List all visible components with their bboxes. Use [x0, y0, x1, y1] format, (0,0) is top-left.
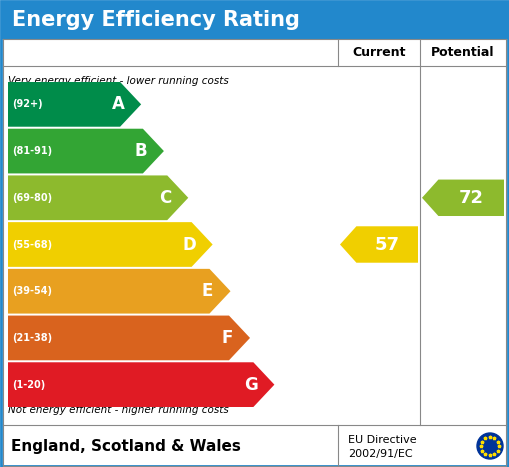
Text: EU Directive: EU Directive: [348, 435, 417, 445]
Text: Energy Efficiency Rating: Energy Efficiency Rating: [12, 10, 300, 30]
Text: A: A: [111, 95, 125, 113]
Polygon shape: [8, 129, 164, 173]
Text: B: B: [134, 142, 147, 160]
Text: 72: 72: [459, 189, 484, 207]
Text: Very energy efficient - lower running costs: Very energy efficient - lower running co…: [8, 76, 229, 86]
Text: 2002/91/EC: 2002/91/EC: [348, 449, 413, 460]
Polygon shape: [422, 180, 504, 216]
Text: (21-38): (21-38): [12, 333, 52, 343]
Text: D: D: [183, 235, 196, 254]
Text: F: F: [221, 329, 233, 347]
Text: E: E: [202, 282, 213, 300]
Text: (81-91): (81-91): [12, 146, 52, 156]
Polygon shape: [8, 82, 141, 127]
Text: (69-80): (69-80): [12, 193, 52, 203]
Polygon shape: [340, 226, 418, 263]
Text: England, Scotland & Wales: England, Scotland & Wales: [11, 439, 241, 453]
Polygon shape: [8, 269, 231, 313]
Circle shape: [477, 433, 503, 459]
Text: (1-20): (1-20): [12, 380, 45, 389]
Text: G: G: [244, 375, 258, 394]
Text: Not energy efficient - higher running costs: Not energy efficient - higher running co…: [8, 405, 229, 415]
Polygon shape: [8, 316, 250, 360]
Text: Potential: Potential: [431, 46, 495, 59]
Text: (39-54): (39-54): [12, 286, 52, 296]
Text: (55-68): (55-68): [12, 240, 52, 249]
Polygon shape: [8, 362, 274, 407]
Bar: [1, 1, 508, 39]
Text: Current: Current: [352, 46, 406, 59]
Text: (92+): (92+): [12, 99, 43, 109]
Polygon shape: [8, 176, 188, 220]
Text: 57: 57: [375, 235, 400, 254]
Polygon shape: [8, 222, 213, 267]
Text: C: C: [159, 189, 172, 207]
